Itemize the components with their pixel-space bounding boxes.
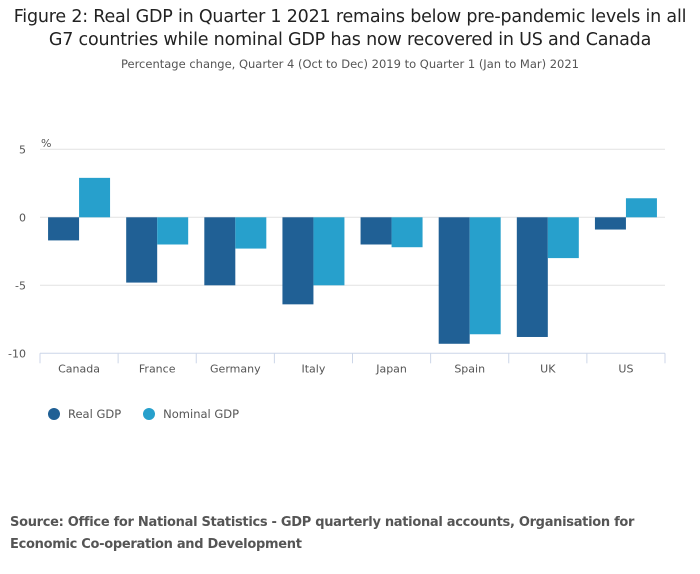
legend-item-nominal-gdp[interactable]: Nominal GDP [143, 407, 239, 421]
legend-label: Real GDP [68, 407, 122, 421]
x-tick-label: Germany [210, 362, 261, 375]
bar-real-gdp-germany[interactable] [204, 217, 236, 286]
y-tick-label: -10 [8, 347, 26, 360]
x-axis-ticks: Canada France Germany Italy Japan Spain UK US [58, 362, 633, 375]
legend-item-real-gdp[interactable]: Real GDP [48, 407, 121, 421]
x-tick-label: Canada [58, 362, 100, 375]
bar-nominal-gdp-us[interactable] [625, 198, 657, 218]
x-tick-label: US [618, 362, 633, 375]
bar-nominal-gdp-uk[interactable] [547, 217, 579, 259]
bar-real-gdp-spain[interactable] [438, 217, 470, 344]
bar-nominal-gdp-italy[interactable] [313, 217, 345, 286]
bar-nominal-gdp-germany[interactable] [235, 217, 267, 249]
legend-label: Nominal GDP [163, 407, 240, 421]
bar-real-gdp-japan[interactable] [360, 217, 392, 245]
bar-nominal-gdp-japan[interactable] [391, 217, 423, 248]
x-tick-label: Spain [454, 362, 485, 375]
source-note: Source: Office for National Statistics -… [10, 515, 635, 552]
x-tick-label: Japan [375, 362, 407, 375]
x-tick-label: France [139, 362, 176, 375]
chart-subtitle: Percentage change, Quarter 4 (Oct to Dec… [120, 57, 579, 71]
y-axis-label: % [41, 137, 51, 150]
x-axis [39, 352, 666, 364]
chart-title: Figure 2: Real GDP in Quarter 1 2021 rem… [13, 7, 687, 50]
bar-nominal-gdp-spain[interactable] [469, 217, 501, 335]
bar-real-gdp-uk[interactable] [516, 217, 548, 337]
bar-real-gdp-canada[interactable] [48, 217, 80, 241]
y-tick-label: -5 [15, 279, 26, 292]
legend-marker-icon [48, 408, 60, 420]
bar-real-gdp-italy[interactable] [282, 217, 314, 305]
legend: Real GDP Nominal GDP [48, 407, 261, 421]
bars [48, 177, 657, 344]
bar-real-gdp-us[interactable] [594, 217, 626, 230]
bar-nominal-gdp-canada[interactable] [79, 177, 111, 218]
y-tick-label: 5 [19, 143, 26, 156]
x-tick-label: Italy [302, 362, 326, 375]
y-tick-label: 0 [19, 211, 26, 224]
y-axis-ticks: 5 0 -5 -10 [8, 143, 26, 360]
x-tick-label: UK [540, 362, 556, 375]
bar-chart: 5 0 -5 -10 Canada France Germany Italy Japan Spa… [8, 137, 666, 375]
bar-real-gdp-france[interactable] [126, 217, 158, 283]
bar-nominal-gdp-france[interactable] [157, 217, 189, 245]
legend-marker-icon [143, 408, 156, 420]
